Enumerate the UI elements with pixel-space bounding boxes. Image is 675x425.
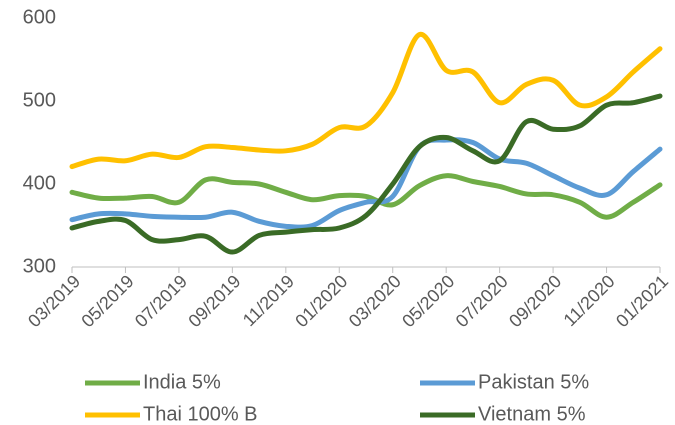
series-line <box>69 93 663 255</box>
x-tick-label: 01/2020 <box>291 271 351 331</box>
y-tick-label: 500 <box>23 89 56 111</box>
x-tick-label: 11/2019 <box>239 271 298 330</box>
legend-label: Pakistan 5% <box>478 371 589 393</box>
x-tick-label: 09/2019 <box>184 271 244 331</box>
series-line <box>69 32 663 170</box>
y-tick-label: 400 <box>23 172 56 194</box>
x-tick-label: 11/2020 <box>560 271 619 330</box>
x-tick-label: 07/2020 <box>452 271 512 331</box>
legend-label: Thai 100% B <box>143 403 258 425</box>
series-line <box>69 173 663 220</box>
y-tick-label: 300 <box>23 255 56 277</box>
x-tick-label: 05/2019 <box>77 271 137 331</box>
legend-label: Vietnam 5% <box>478 403 586 425</box>
x-tick-label: 07/2019 <box>131 271 191 331</box>
y-tick-label: 600 <box>23 6 56 28</box>
x-tick-label: 05/2020 <box>398 271 458 331</box>
x-tick-label: 03/2019 <box>24 271 84 331</box>
x-tick-label: 09/2020 <box>505 271 565 331</box>
legend-label: India 5% <box>143 371 221 393</box>
x-tick-label: 03/2020 <box>345 271 405 331</box>
series-line <box>69 137 663 230</box>
x-tick-label: 01/2021 <box>612 271 672 331</box>
